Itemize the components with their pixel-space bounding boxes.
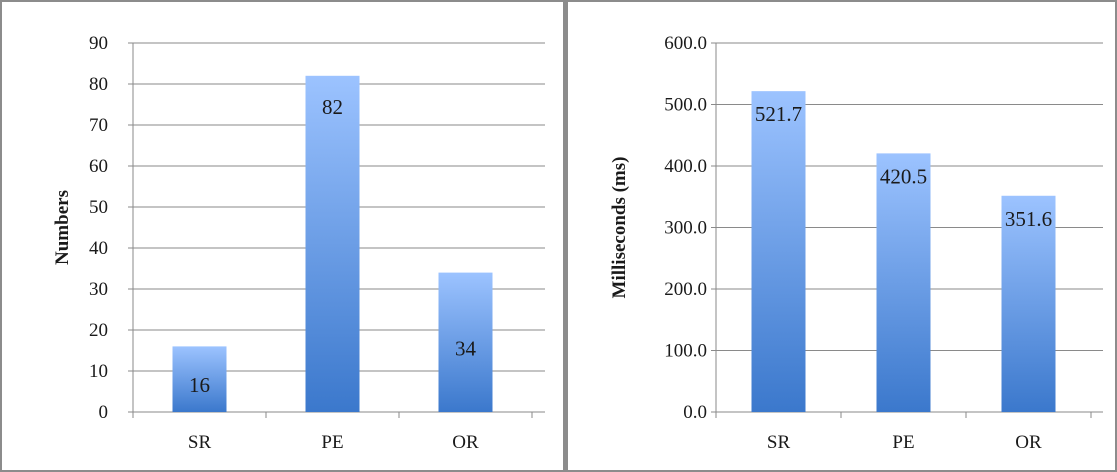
bar-sr: [751, 91, 806, 412]
chart-milliseconds: 0.0 100.0 200.0 300.0 400.0 500.0 600.0 521.7 SR…: [609, 33, 1103, 453]
y-tick-label: 50: [89, 197, 108, 218]
panel-divider: [563, 0, 568, 472]
y-tick-label: 80: [89, 74, 108, 95]
chart-numbers: 0 10 20 30 40 50 60 70 80 90 16 SR 82 PE 34 OR Numbers: [52, 33, 545, 453]
y-tick-label: 30: [89, 279, 108, 300]
y-tick-label: 0: [99, 402, 109, 423]
data-label: 82: [322, 95, 343, 119]
bar-pe: [876, 153, 931, 412]
x-category-label: SR: [767, 432, 791, 453]
y-tick-label: 200.0: [664, 279, 707, 300]
bar-or: [1001, 195, 1056, 412]
y-tick-label: 60: [89, 156, 108, 177]
data-label: 420.5: [880, 164, 927, 188]
bar-pe: [305, 75, 360, 413]
y-tick-label: 20: [89, 320, 108, 341]
x-category-label: PE: [321, 432, 343, 453]
data-label: 34: [455, 336, 477, 360]
y-tick-label: 40: [89, 238, 108, 259]
y-tick-label: 400.0: [664, 156, 707, 177]
data-label: 16: [189, 373, 210, 397]
bar-sr: [172, 346, 227, 412]
x-category-label: PE: [892, 432, 914, 453]
y-tick-label: 100.0: [664, 341, 707, 362]
y-axis-title: Numbers: [52, 190, 73, 265]
y-tick-label: 300.0: [664, 218, 707, 239]
y-tick-label: 600.0: [664, 33, 707, 54]
x-category-label: SR: [188, 432, 212, 453]
bar-or: [438, 272, 493, 412]
y-axis-title: Milliseconds (ms): [609, 157, 630, 299]
x-category-label: OR: [1015, 432, 1042, 453]
y-tick-label: 500.0: [664, 95, 707, 116]
data-label: 521.7: [755, 102, 802, 126]
x-category-label: OR: [452, 432, 479, 453]
y-tick-label: 0.0: [683, 402, 707, 423]
y-tick-label: 70: [89, 115, 108, 136]
y-tick-label: 10: [89, 361, 108, 382]
y-tick-label: 90: [89, 33, 108, 54]
data-label: 351.6: [1005, 207, 1052, 231]
